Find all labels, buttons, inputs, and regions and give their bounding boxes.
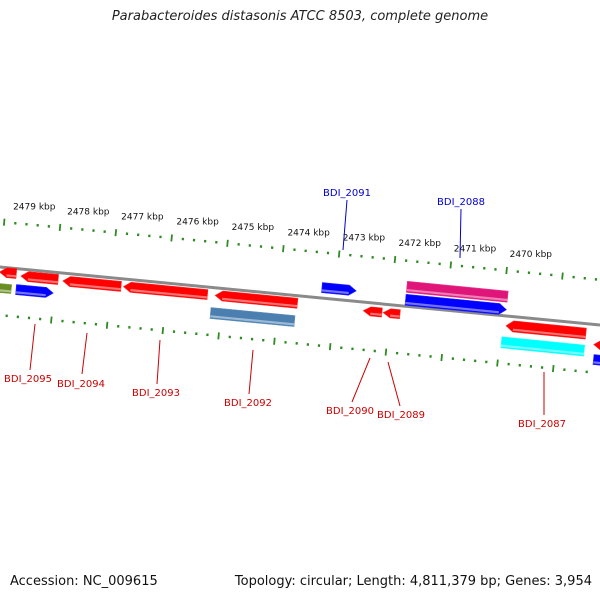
gene-leader-line xyxy=(81,332,88,375)
gene-label[interactable]: BDI_2088 xyxy=(437,197,485,208)
upper-scale-tick xyxy=(505,266,508,275)
kbp-label: 2478 kbp xyxy=(67,207,110,217)
kbp-label: 2471 kbp xyxy=(454,245,497,255)
kbp-label: 2472 kbp xyxy=(399,239,442,249)
lower-scale-tick xyxy=(105,321,109,329)
gene-arrow-highlight xyxy=(0,289,12,293)
gene-label[interactable]: BDI_2087 xyxy=(518,419,566,430)
gene-arrow-highlight xyxy=(6,274,17,278)
genome-backbone xyxy=(0,265,600,327)
upper-scale-tick xyxy=(561,272,564,280)
upper-scale-tick xyxy=(2,218,6,226)
gene-arrow[interactable] xyxy=(321,282,357,296)
gene-features[interactable] xyxy=(0,267,600,366)
upper-scale-tick xyxy=(337,250,341,258)
lower-scale-tick xyxy=(496,359,499,367)
kbp-label: 2477 kbp xyxy=(121,212,164,222)
gene-leader-line xyxy=(387,361,401,407)
gene-arrow[interactable] xyxy=(593,340,600,351)
upper-scale-tick xyxy=(393,255,397,264)
kbp-label: 2473 kbp xyxy=(343,234,386,244)
lower-tick-track xyxy=(5,314,588,374)
gene-arrow-highlight xyxy=(593,361,600,365)
gene-label[interactable]: BDI_2095 xyxy=(4,374,52,385)
gene-arrow-highlight xyxy=(27,278,58,284)
upper-scale-tick xyxy=(58,223,62,231)
lower-scale-tick xyxy=(552,365,555,373)
gene-label[interactable]: BDI_2091 xyxy=(323,188,371,199)
gene-arrow-highlight xyxy=(69,283,121,291)
gene-arrow-highlight xyxy=(321,289,349,295)
gene-leader-line xyxy=(29,323,36,371)
kbp-label: 2470 kbp xyxy=(510,250,553,260)
gene-arrow-highlight xyxy=(222,297,298,308)
lower-scale-tick xyxy=(50,316,53,324)
upper-scale-tick xyxy=(226,239,229,247)
kbp-label: 2474 kbp xyxy=(287,228,330,238)
kbp-label: 2476 kbp xyxy=(176,218,219,228)
gene-arrow-highlight xyxy=(512,328,586,339)
gene-arrow-highlight xyxy=(406,288,508,302)
gene-arrow[interactable] xyxy=(15,284,54,298)
gene-label[interactable]: BDI_2094 xyxy=(57,379,105,390)
kbp-label: 2479 kbp xyxy=(13,202,56,212)
lower-scale-tick xyxy=(161,326,165,335)
genome-summary: Topology: circular; Length: 4,811,379 bp… xyxy=(234,574,592,589)
gene-arrow-highlight xyxy=(405,301,499,314)
upper-scale-tick xyxy=(282,245,285,253)
lower-scale-tick xyxy=(440,353,443,362)
gene-label[interactable]: BDI_2092 xyxy=(224,398,272,409)
gene-leader-line xyxy=(342,199,348,251)
gene-leader-line xyxy=(156,339,161,385)
gene-label[interactable]: BDI_2090 xyxy=(326,406,374,417)
lower-scale-tick xyxy=(217,332,220,340)
gene-leader-line xyxy=(459,208,462,259)
gene-labels[interactable]: BDI_2095 BDI_2094 BDI_2093 BDI_2092 BDI_2091… xyxy=(4,188,566,430)
gene-arrow[interactable] xyxy=(592,354,600,366)
gene-label[interactable]: BDI_2093 xyxy=(132,388,180,399)
lower-scale-tick xyxy=(328,343,332,351)
gene-arrow-highlight xyxy=(130,289,208,299)
upper-scale-tick xyxy=(114,229,118,237)
kbp-scale-labels: 2479 kbp 2478 kbp 2477 kbp 2476 kbp 2475 kbp… xyxy=(13,202,552,260)
kbp-label: 2475 kbp xyxy=(232,223,275,233)
upper-scale-tick xyxy=(449,261,453,269)
gene-arrow-highlight xyxy=(370,312,382,316)
lower-scale-tick xyxy=(273,337,276,345)
upper-scale-tick xyxy=(170,234,173,242)
gene-arrow-highlight xyxy=(15,291,46,297)
gene-arrow-highlight xyxy=(500,344,584,355)
accession-text: Accession: NC_009615 xyxy=(10,574,158,589)
upper-tick-track xyxy=(2,218,598,281)
gene-arrow-highlight xyxy=(389,314,400,318)
gene-leader-line xyxy=(351,357,371,403)
lower-scale-tick xyxy=(384,348,388,356)
gene-arrow-highlight xyxy=(210,315,295,326)
gene-label[interactable]: BDI_2089 xyxy=(377,410,425,421)
gene-leader-line xyxy=(248,349,254,395)
genome-title: Parabacteroides distasonis ATCC 8503, co… xyxy=(111,9,489,24)
